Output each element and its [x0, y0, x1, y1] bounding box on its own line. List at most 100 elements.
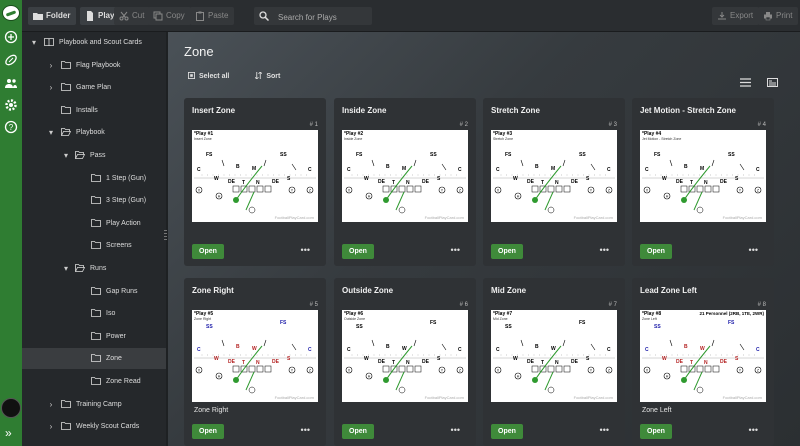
svg-text:W: W: [214, 356, 219, 362]
card-view-icon[interactable]: [767, 78, 778, 87]
open-button[interactable]: Open: [192, 424, 224, 439]
open-button[interactable]: Open: [491, 424, 523, 439]
play-diagram[interactable]: FS SS C C B M DE DE W S T N X Z Y H *Play #3 Stretch Zone…: [491, 130, 617, 222]
football-icon[interactable]: [4, 53, 18, 67]
tree-item[interactable]: 1 Step (Gun): [22, 168, 166, 189]
play-tag: *Play #5: [194, 311, 214, 317]
play-diagram[interactable]: SS FS C C B W DE DE W S T N X Z Y H *Play #8 Zone Left 21 …: [640, 310, 766, 402]
play-card[interactable]: Insert Zone # 1 FS SS C C B M DE DE W S T N X Z Y H *Play …: [184, 98, 326, 266]
chevron-right-icon[interactable]: ›: [49, 399, 53, 409]
tree-item[interactable]: Power: [22, 326, 166, 347]
chevron-right-icon[interactable]: ›: [49, 83, 53, 93]
chevron-down-icon[interactable]: ▾: [31, 38, 36, 47]
play-card-number: # 7: [608, 302, 617, 308]
tree-item[interactable]: Gap Runs: [22, 281, 166, 302]
play-card[interactable]: Inside Zone # 2 FS SS C C B M DE DE W S T N X Z Y H *Play …: [334, 98, 476, 266]
team-logo-icon[interactable]: [1, 398, 21, 418]
play-card[interactable]: Outside Zone # 6 SS FS C C B W DE DE W S T N X Z Y H *Play…: [334, 278, 476, 446]
more-options-icon[interactable]: •••: [599, 425, 609, 435]
play-diagram[interactable]: SS FS C C B W DE DE W S T N X Z Y H *Play #5 Zone Right Fo…: [192, 310, 318, 402]
tree-item[interactable]: › Flag Playbook: [22, 55, 166, 76]
svg-text:B: B: [684, 164, 688, 170]
chevron-down-icon[interactable]: ▾: [48, 128, 53, 138]
sidebar-resize-handle[interactable]: [164, 230, 167, 246]
open-button[interactable]: Open: [640, 244, 672, 259]
more-options-icon[interactable]: •••: [300, 425, 310, 435]
svg-text:W: W: [662, 356, 667, 362]
team-icon[interactable]: [4, 76, 18, 90]
play-diagram[interactable]: FS SS C C B M DE DE W S T N X Z Y H *Play #1 Insert Zone F…: [192, 130, 318, 222]
tree-item[interactable]: Iso: [22, 303, 166, 324]
sort-button[interactable]: Sort: [255, 71, 292, 80]
play-diagram[interactable]: FS SS C C B M DE DE W S T N X Z Y H *Play #2 Inside Zone F…: [342, 130, 468, 222]
folder-icon: [91, 196, 101, 205]
tree-item[interactable]: 3 Step (Gun): [22, 190, 166, 211]
tree-item[interactable]: ▾ Playbook and Scout Cards: [22, 32, 166, 53]
watermark: FootballPlayCard.com: [274, 395, 314, 400]
list-view-icon[interactable]: [739, 78, 751, 87]
chevron-down-icon[interactable]: ▾: [63, 151, 68, 160]
svg-text:FS: FS: [206, 152, 213, 158]
search-box[interactable]: [254, 7, 372, 25]
svg-text:Z: Z: [608, 189, 611, 193]
expand-chevron-icon[interactable]: »: [5, 426, 12, 440]
tree-item[interactable]: › Game Plan: [22, 77, 166, 98]
tree-item[interactable]: Screens: [22, 235, 166, 256]
tree-item[interactable]: ▾ Pass: [22, 145, 166, 166]
paste-button[interactable]: Paste: [190, 7, 235, 25]
svg-text:DE: DE: [422, 359, 430, 365]
svg-text:FS: FS: [579, 320, 586, 326]
more-options-icon[interactable]: •••: [300, 245, 310, 255]
play-card[interactable]: Mid Zone # 7 SS FS C C B W DE DE W S T N X Z Y H *Play #7 M…: [483, 278, 625, 446]
print-button[interactable]: Print: [758, 7, 799, 25]
chevron-right-icon[interactable]: ›: [49, 60, 53, 70]
open-button[interactable]: Open: [640, 424, 672, 439]
open-button[interactable]: Open: [491, 244, 523, 259]
watermark: FootballPlayCard.com: [573, 215, 613, 220]
new-play-button[interactable]: Play: [80, 7, 121, 25]
chevron-right-icon[interactable]: ›: [49, 422, 53, 432]
search-input[interactable]: [276, 9, 372, 25]
more-options-icon[interactable]: •••: [450, 425, 460, 435]
export-button[interactable]: Export: [712, 7, 760, 25]
folder-icon: [61, 399, 71, 408]
play-card[interactable]: Lead Zone Left # 8 SS FS C C B W DE DE W S T N X Z Y H *Pl…: [632, 278, 774, 446]
play-card[interactable]: Zone Right # 5 SS FS C C B W DE DE W S T N X Z Y H *Play #…: [184, 278, 326, 446]
svg-text:Z: Z: [309, 369, 312, 373]
select-all-button[interactable]: Select all: [188, 72, 243, 80]
tree-item[interactable]: Zone: [22, 348, 166, 370]
play-card[interactable]: Stretch Zone # 3 FS SS C C B M DE DE W S T N X Z Y H *Play…: [483, 98, 625, 266]
tree-item[interactable]: Zone Read: [22, 371, 166, 392]
svg-text:SS: SS: [505, 324, 512, 330]
tree-item[interactable]: › Training Camp: [22, 394, 166, 415]
open-button[interactable]: Open: [342, 244, 374, 259]
app-logo[interactable]: [2, 5, 20, 21]
copy-button[interactable]: Copy: [148, 7, 191, 25]
svg-text:Y: Y: [739, 369, 742, 373]
tree-item[interactable]: ▾ Runs: [22, 258, 166, 279]
play-diagram[interactable]: SS FS C C B W DE DE W S T N X Z Y H *Play #6 Outside Zone…: [342, 310, 468, 402]
new-folder-button[interactable]: Folder: [28, 7, 77, 25]
tree-item[interactable]: › Weekly Scout Cards: [22, 416, 166, 437]
tree-item[interactable]: Play Action: [22, 213, 166, 234]
tree-item-label: Playbook: [76, 129, 105, 137]
chevron-down-icon[interactable]: ▾: [63, 264, 68, 273]
cut-button[interactable]: Cut: [114, 7, 151, 25]
play-card[interactable]: Jet Motion - Stretch Zone # 4 FS SS C C B M DE DE…: [632, 98, 774, 266]
watermark: FootballPlayCard.com: [424, 395, 464, 400]
play-diagram[interactable]: FS SS C C B M DE DE W S T N X Z Y H *Play #4 Jet Motion -…: [640, 130, 766, 222]
more-options-icon[interactable]: •••: [748, 425, 758, 435]
open-button[interactable]: Open: [192, 244, 224, 259]
more-options-icon[interactable]: •••: [599, 245, 609, 255]
more-options-icon[interactable]: •••: [748, 245, 758, 255]
add-icon[interactable]: [4, 30, 18, 44]
svg-text:W: W: [364, 356, 369, 362]
folder-icon: [61, 60, 71, 69]
play-diagram[interactable]: SS FS C C B W DE DE W S T N X Z Y H *Play #7 Mid Zone Foot…: [491, 310, 617, 402]
tree-item[interactable]: Installs: [22, 100, 166, 121]
open-button[interactable]: Open: [342, 424, 374, 439]
more-options-icon[interactable]: •••: [450, 245, 460, 255]
help-icon[interactable]: ?: [4, 120, 18, 134]
settings-gear-icon[interactable]: [4, 98, 18, 112]
tree-item[interactable]: ▾ Playbook: [22, 122, 166, 143]
